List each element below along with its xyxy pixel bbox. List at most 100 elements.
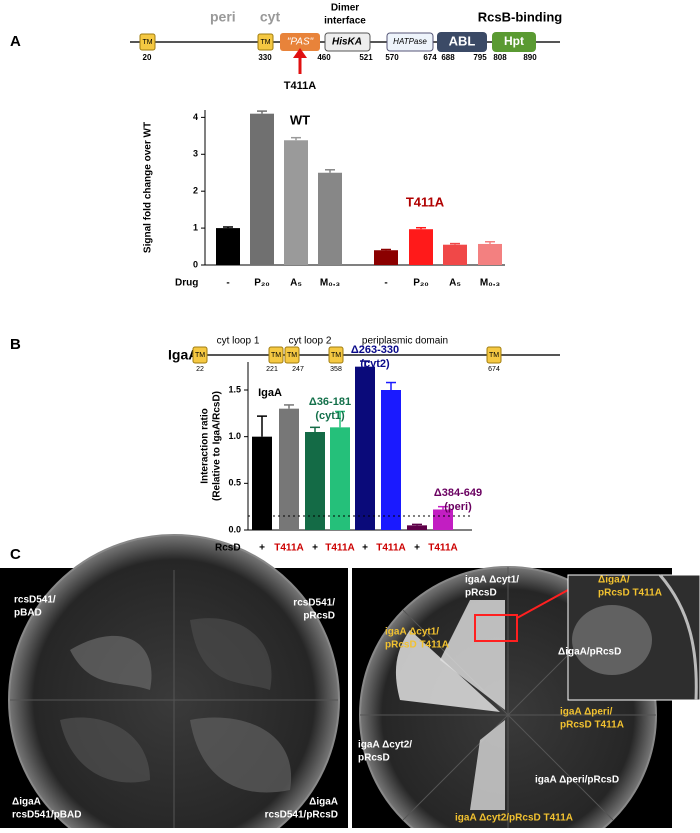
region: periplasmic domain	[362, 336, 448, 347]
tm-box	[268, 346, 284, 364]
position: 247	[292, 366, 304, 373]
x-tick-label: +	[312, 543, 318, 554]
bar	[433, 509, 453, 530]
position: 521	[359, 53, 373, 62]
panel-label: C	[10, 546, 21, 563]
plate-label: rcsD541/pRcsD	[265, 810, 338, 821]
x-tick-label: P₂₀	[413, 278, 429, 289]
growth	[395, 630, 500, 712]
plate-label: rcsD541/pBAD	[12, 810, 81, 821]
bar	[279, 408, 299, 530]
tm-box	[192, 346, 208, 364]
x-tick-label: +	[362, 543, 368, 554]
plate-label: igaA Δperi/pRcsD	[535, 775, 619, 786]
x-tick-label: T411A	[274, 543, 303, 554]
plate-label: rcsD541/	[293, 598, 335, 609]
annotation: (peri)	[444, 501, 472, 513]
y-tick-label: 1	[193, 222, 198, 232]
domain-label: Hpt	[504, 34, 524, 48]
bar	[478, 243, 502, 265]
bar	[355, 366, 375, 530]
x-label: RcsD	[215, 543, 241, 554]
position: 570	[385, 53, 399, 62]
tm: TM	[489, 352, 499, 359]
x-tick-label: -	[384, 278, 387, 289]
bar	[305, 432, 325, 530]
domain-label: ABL	[449, 33, 476, 48]
plate-label: pRcsD	[358, 753, 390, 764]
annotation: WT	[290, 112, 310, 127]
plate-label: igaA Δperi/	[560, 707, 613, 718]
plate-label: ΔigaA	[12, 797, 41, 808]
x-tick-label: -	[226, 278, 229, 289]
bar	[374, 250, 398, 265]
y-tick-label: 3	[193, 149, 198, 159]
region: RcsB-binding	[478, 9, 563, 24]
panel-label: B	[10, 336, 21, 353]
annotation: IgaA	[258, 387, 282, 399]
y-tick-label: 0	[193, 259, 198, 269]
position: 20	[143, 53, 152, 62]
annotation: Δ36-181	[309, 396, 351, 408]
plate-label: pBAD	[14, 608, 42, 619]
tm: TM	[260, 39, 270, 46]
tm-box	[139, 33, 156, 51]
plate-label: pRcsD	[465, 588, 497, 599]
plate-label: pRcsD T411A	[598, 588, 662, 599]
position: 674	[423, 53, 437, 62]
position: 221	[266, 366, 278, 373]
domain-label: HisKA	[332, 37, 362, 48]
y-tick-label: 0.0	[228, 524, 241, 534]
domain	[386, 32, 434, 52]
growth	[190, 717, 292, 793]
plate-label: igaA Δcyt1/	[385, 627, 439, 638]
tm-box	[257, 33, 274, 51]
growth	[470, 720, 505, 810]
tm-box	[486, 346, 502, 364]
position: 688	[441, 53, 455, 62]
position: 890	[523, 53, 537, 62]
x-tick-label: M₀.₃	[480, 278, 501, 289]
region: cyt loop 2	[289, 336, 332, 347]
tm: TM	[331, 352, 341, 359]
bar	[443, 244, 467, 265]
region: cyt loop 1	[217, 336, 260, 347]
zoom-box	[474, 614, 518, 642]
plate-label: rcsD541/	[14, 595, 56, 606]
region: cyt	[260, 9, 281, 25]
tm-box	[284, 346, 300, 364]
domain-label: HATPase	[393, 37, 427, 46]
protein-name: IgaA	[168, 347, 198, 363]
growth	[190, 618, 272, 690]
position: 808	[493, 53, 507, 62]
inset-colony	[572, 605, 652, 675]
plate-label: igaA Δcyt2/	[358, 740, 412, 751]
plate-label: pRcsD T411A	[560, 720, 624, 731]
position: 460	[317, 53, 331, 62]
position: 22	[196, 366, 204, 373]
x-tick-label: +	[259, 543, 265, 554]
tm: TM	[271, 352, 281, 359]
bar	[252, 436, 272, 530]
plate-label: ΔigaA/	[598, 575, 630, 586]
x-label: Drug	[175, 278, 198, 289]
bar	[409, 229, 433, 265]
x-tick-label: A₅	[449, 278, 461, 289]
plate-edge	[658, 574, 698, 701]
growth	[70, 635, 152, 690]
growth	[440, 600, 505, 710]
mutation: T411A	[284, 80, 316, 92]
position: 330	[258, 53, 272, 62]
x-tick-label: T411A	[376, 543, 405, 554]
y-tick-label: 2	[193, 186, 198, 196]
plate-label: igaA Δcyt1/	[465, 575, 519, 586]
y-tick-label: 1.0	[228, 431, 241, 441]
y-tick-label: 0.5	[228, 478, 241, 488]
domain	[437, 32, 487, 52]
y-label: Interaction ratio	[200, 408, 211, 484]
plate-label: igaA Δcyt2/pRcsD T411A	[455, 813, 573, 824]
plate-labels: rcsD541/pBAD rcsD541/pRcsD ΔigaA rcsD541/pB…	[12, 575, 662, 824]
bar	[407, 525, 427, 530]
plate-label: pRcsD	[303, 611, 335, 622]
